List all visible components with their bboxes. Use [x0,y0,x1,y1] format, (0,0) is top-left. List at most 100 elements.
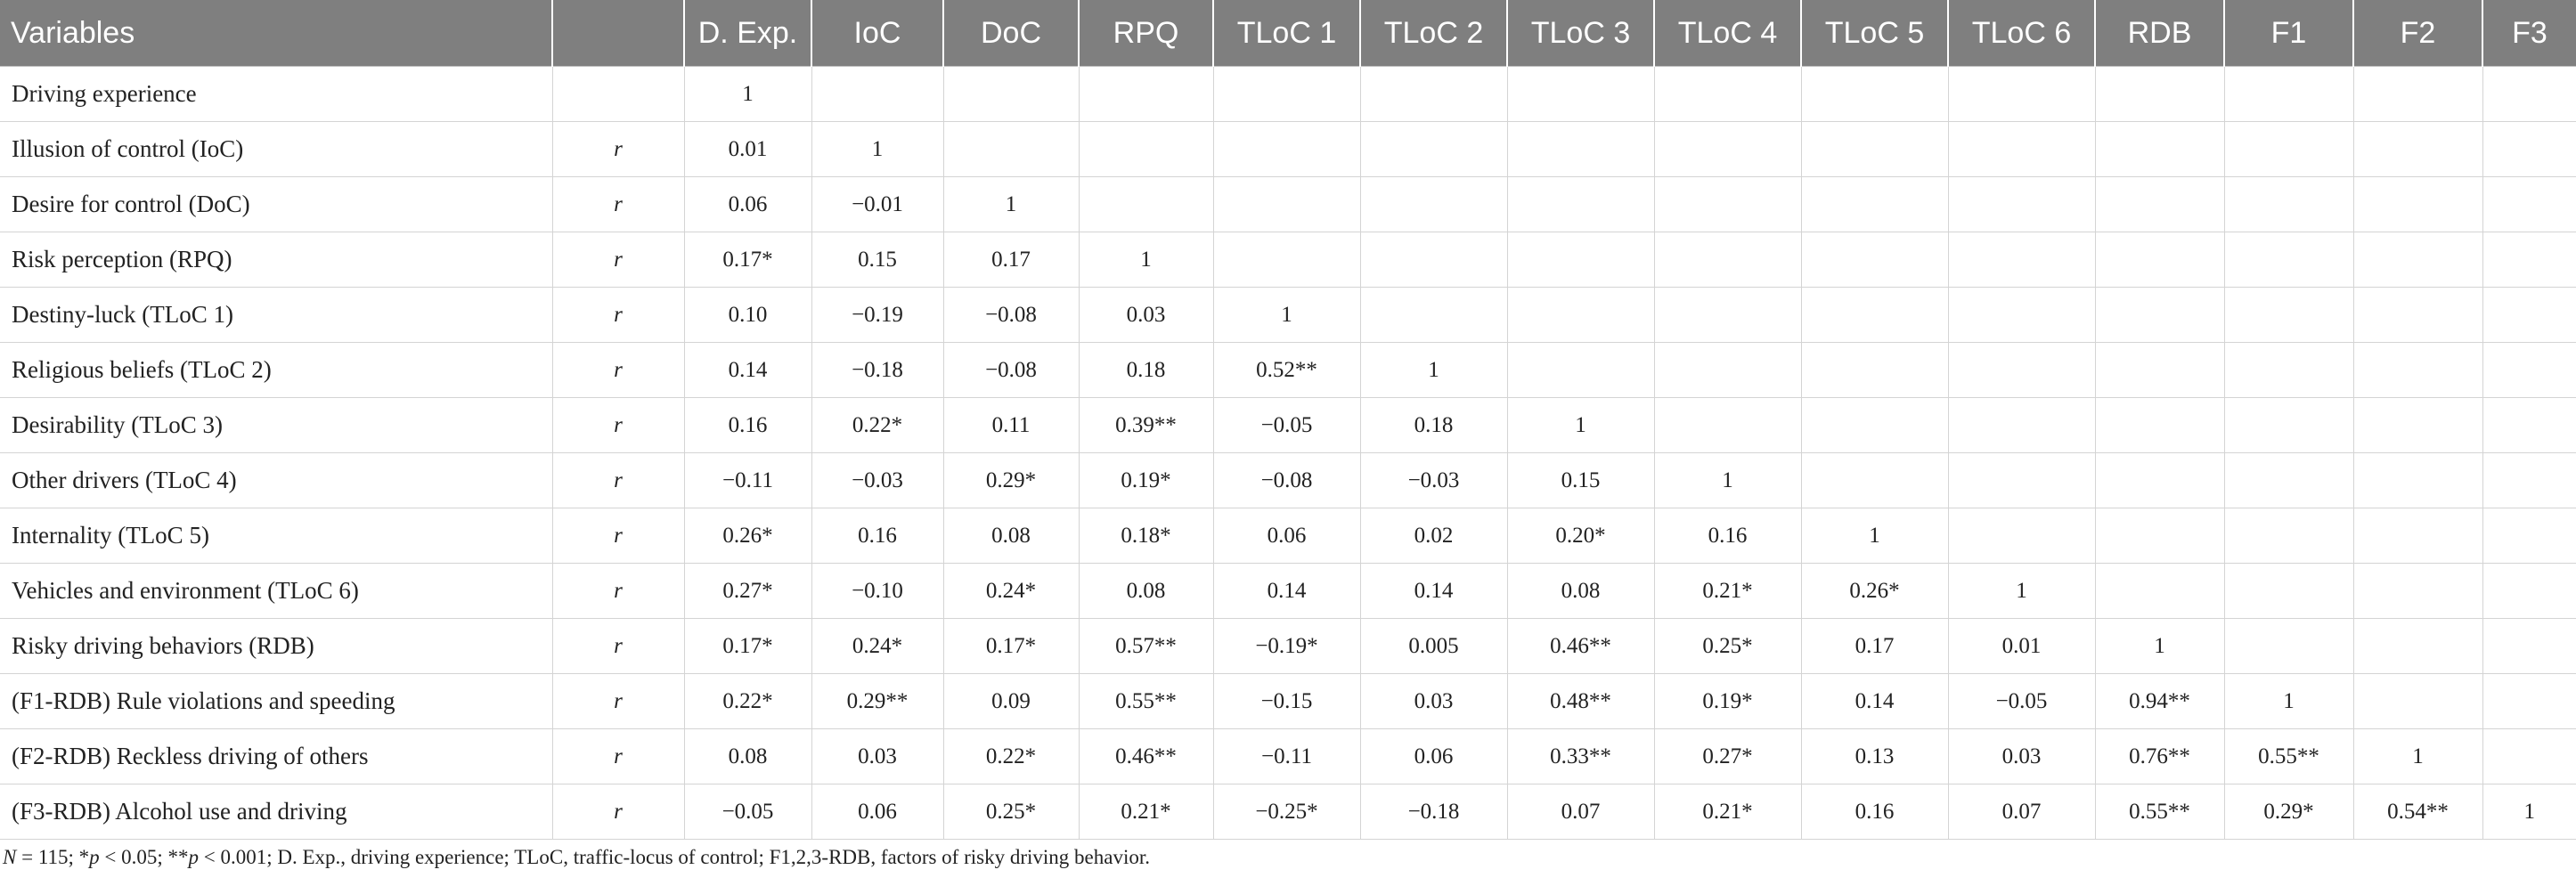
table-cell [2482,287,2576,343]
row-variable-label: Desirability (TLoC 3) [0,397,553,453]
table-cell: 0.22* [943,728,1080,784]
table-cell [2224,618,2354,674]
row-stat-symbol: r [552,728,685,784]
table-cell: −0.08 [943,287,1080,343]
table-row: (F2-RDB) Reckless driving of others r 0.08… [0,728,2576,784]
table-cell [2482,66,2576,122]
table-cell [2353,673,2483,729]
row-variable-label: Religious beliefs (TLoC 2) [0,342,553,398]
row-variable-label: Other drivers (TLoC 4) [0,452,553,508]
table-cell [1213,121,1361,177]
table-cell: 0.27* [1654,728,1802,784]
table-cell [943,121,1080,177]
table-cell [2353,452,2483,508]
header-col: F2 [2353,0,2483,67]
table-cell [1948,176,2096,232]
table-cell [1213,232,1361,288]
table-cell: 0.24* [811,618,944,674]
table-cell [1360,176,1508,232]
table-cell [2353,176,2483,232]
row-variable-label: Illusion of control (IoC) [0,121,553,177]
table-cell [2482,232,2576,288]
table-cell: 0.15 [811,232,944,288]
table-row: Destiny-luck (TLoC 1) r 0.10 −0.19 −0.08 0.03… [0,287,2576,343]
table-cell [2482,342,2576,398]
table-cell: 0.39** [1079,397,1214,453]
table-cell [2095,121,2225,177]
table-cell [1654,176,1802,232]
table-cell: 1 [1360,342,1508,398]
table-cell: 0.18* [1079,508,1214,564]
table-cell: −0.18 [811,342,944,398]
table-row: Driving experience 1 [0,66,2576,122]
table-cell: −0.15 [1213,673,1361,729]
table-cell: 0.46** [1507,618,1655,674]
row-variable-label: Risk perception (RPQ) [0,232,553,288]
table-cell: 0.08 [1507,563,1655,619]
table-cell: 0.76** [2095,728,2225,784]
table-cell: 0.06 [1360,728,1508,784]
header-col: TLoC 5 [1801,0,1949,67]
row-variable-label: Risky driving behaviors (RDB) [0,618,553,674]
table-cell: 0.25* [1654,618,1802,674]
table-cell [2353,508,2483,564]
table-cell: 1 [1801,508,1949,564]
table-cell [1801,66,1949,122]
table-cell [2482,176,2576,232]
table-cell: 0.16 [811,508,944,564]
row-variable-label: Vehicles and environment (TLoC 6) [0,563,553,619]
row-stat-symbol: r [552,618,685,674]
table-cell [2095,176,2225,232]
table-cell: 0.08 [943,508,1080,564]
table-cell [2482,397,2576,453]
table-cell: 0.17* [943,618,1080,674]
table-cell: 0.57** [1079,618,1214,674]
table-cell [1360,121,1508,177]
table-cell: −0.08 [1213,452,1361,508]
table-cell: 0.48** [1507,673,1655,729]
table-cell: 0.14 [1360,563,1508,619]
table-cell [2482,563,2576,619]
table-cell: 0.16 [1801,784,1949,840]
table-row: Internality (TLoC 5) r 0.26* 0.16 0.08 0.18* 0… [0,508,2576,564]
table-cell [1507,342,1655,398]
table-cell: 1 [943,176,1080,232]
table-row: Religious beliefs (TLoC 2) r 0.14 −0.18 −0.0… [0,342,2576,398]
header-col: TLoC 2 [1360,0,1508,67]
table-cell [1801,176,1949,232]
table-cell [2224,397,2354,453]
row-stat-symbol: r [552,784,685,840]
table-cell [2353,232,2483,288]
table-cell [1654,121,1802,177]
table-cell: 1 [2095,618,2225,674]
table-cell [1654,397,1802,453]
table-cell: 0.55** [1079,673,1214,729]
table-cell: −0.19 [811,287,944,343]
table-cell: 0.29* [943,452,1080,508]
correlation-table: Variables D. Exp. IoC DoC RPQ TLoC 1 TLoC 2 TLo… [0,0,2576,840]
row-variable-label: Destiny-luck (TLoC 1) [0,287,553,343]
header-col: RDB [2095,0,2225,67]
table-row: Other drivers (TLoC 4) r −0.11 −0.03 0.29* 0.… [0,452,2576,508]
table-cell [2095,563,2225,619]
table-cell: 1 [1507,397,1655,453]
row-stat-symbol: r [552,232,685,288]
table-row: Desirability (TLoC 3) r 0.16 0.22* 0.11 0.39*… [0,397,2576,453]
table-cell [2095,452,2225,508]
row-variable-label: (F1-RDB) Rule violations and speeding [0,673,553,729]
table-cell [1948,397,2096,453]
table-row: Risk perception (RPQ) r 0.17* 0.15 0.17 1 [0,232,2576,288]
table-cell: 0.17 [1801,618,1949,674]
table-row: Illusion of control (IoC) r 0.01 1 [0,121,2576,177]
table-cell [2482,618,2576,674]
header-col: RPQ [1079,0,1214,67]
footnote-p2-text: < 0.001; D. Exp., driving experience; TL… [198,846,1150,868]
table-cell: −0.03 [1360,452,1508,508]
table-cell: −0.19* [1213,618,1361,674]
table-cell: 0.03 [1079,287,1214,343]
table-cell [1801,342,1949,398]
table-cell [2095,232,2225,288]
header-stat [552,0,685,67]
table-cell: 0.16 [1654,508,1802,564]
table-cell: −0.25* [1213,784,1361,840]
